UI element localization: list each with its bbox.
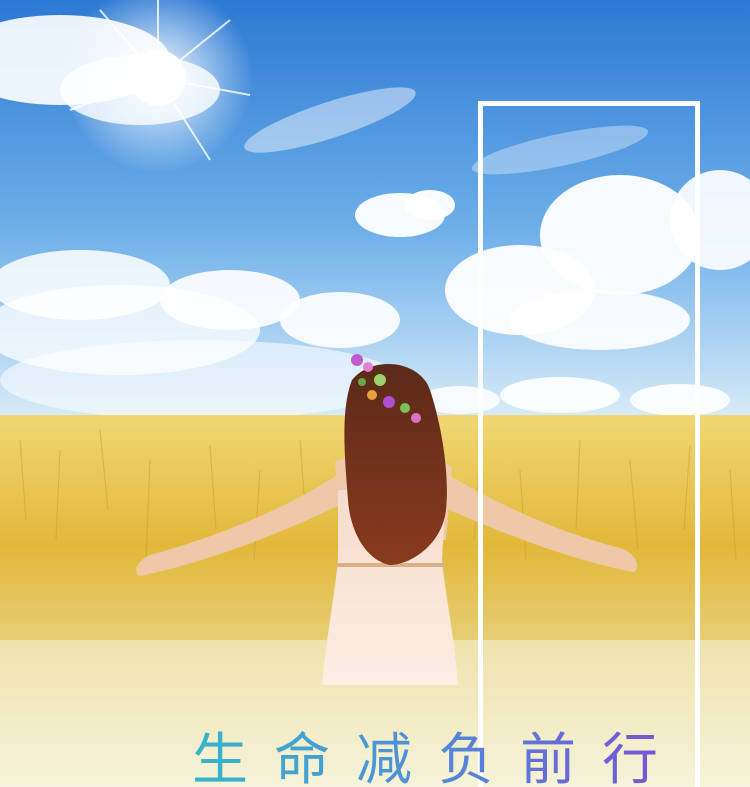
sun (63, 0, 253, 173)
girl-figure (136, 354, 638, 685)
decorative-frame (478, 101, 700, 787)
wheat-texture (19, 429, 737, 561)
headline: 生命减负前行 (192, 728, 684, 787)
